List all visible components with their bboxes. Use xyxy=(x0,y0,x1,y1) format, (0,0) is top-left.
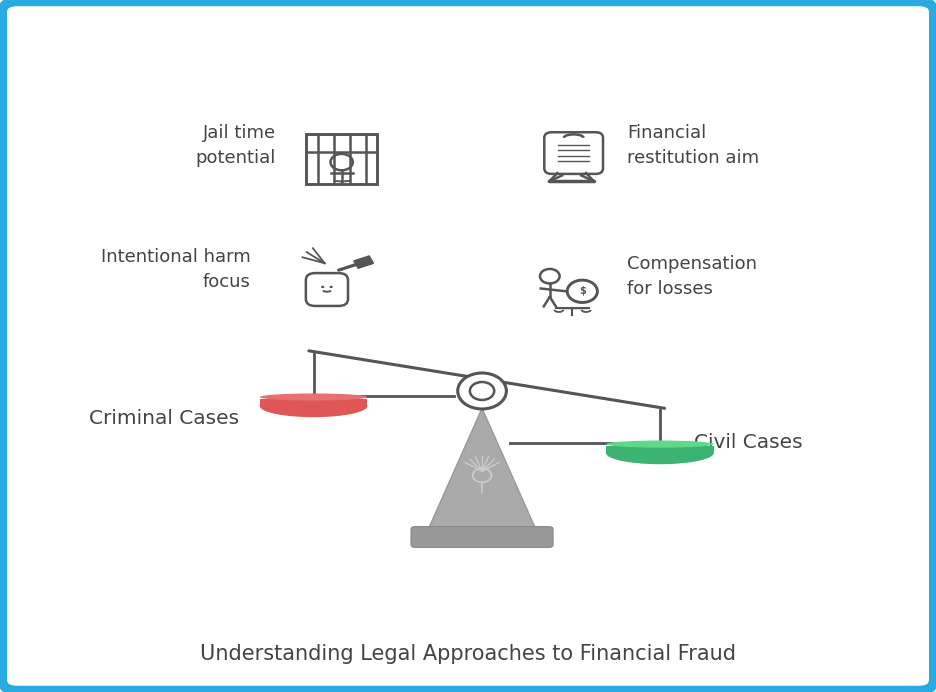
Text: Financial
restitution aim: Financial restitution aim xyxy=(627,124,759,167)
Ellipse shape xyxy=(607,442,714,464)
Circle shape xyxy=(329,286,333,288)
Circle shape xyxy=(458,373,506,409)
FancyBboxPatch shape xyxy=(3,2,933,690)
Bar xyxy=(607,446,713,453)
Ellipse shape xyxy=(260,394,367,401)
Text: Compensation
for losses: Compensation for losses xyxy=(627,255,757,298)
Text: Understanding Legal Approaches to Financial Fraud: Understanding Legal Approaches to Financ… xyxy=(200,644,736,664)
FancyBboxPatch shape xyxy=(411,527,553,547)
Text: $: $ xyxy=(579,286,586,296)
FancyBboxPatch shape xyxy=(3,2,933,690)
Text: Civil Cases: Civil Cases xyxy=(695,433,803,453)
Text: Jail time
potential: Jail time potential xyxy=(196,124,276,167)
Text: Intentional harm
focus: Intentional harm focus xyxy=(101,248,251,291)
Text: Criminal Cases: Criminal Cases xyxy=(89,409,239,428)
Circle shape xyxy=(470,382,494,400)
Bar xyxy=(260,399,367,406)
Polygon shape xyxy=(429,408,536,529)
Polygon shape xyxy=(354,256,373,268)
Ellipse shape xyxy=(260,395,367,417)
Circle shape xyxy=(321,286,325,288)
Ellipse shape xyxy=(607,441,714,448)
